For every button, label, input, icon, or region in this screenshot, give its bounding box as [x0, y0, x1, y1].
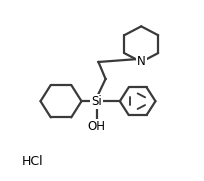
Text: OH: OH: [88, 120, 106, 133]
Text: Si: Si: [91, 95, 102, 108]
Text: N: N: [137, 56, 146, 68]
Text: HCl: HCl: [22, 155, 43, 168]
